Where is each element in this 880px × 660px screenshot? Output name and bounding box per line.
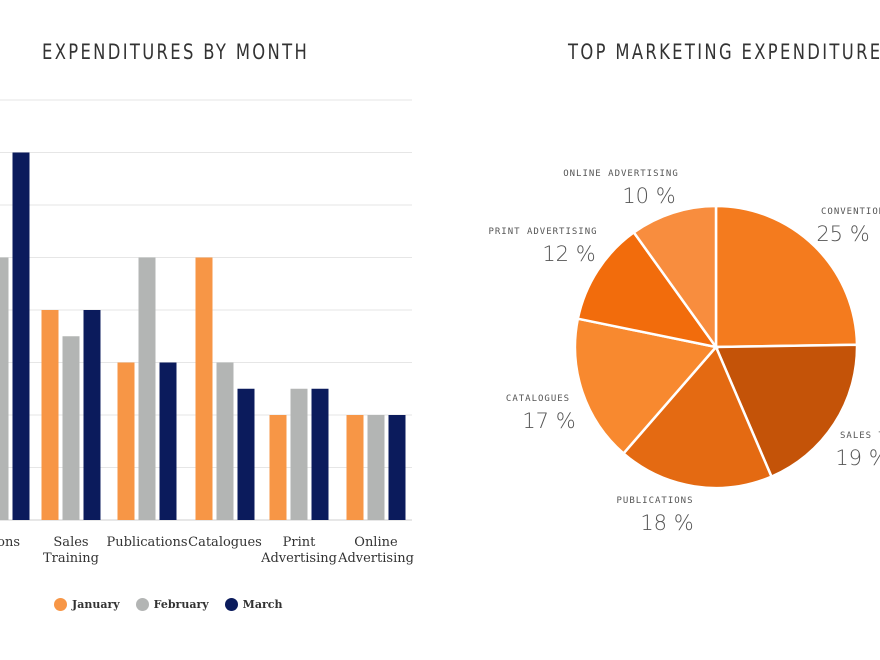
pie-slice-publications bbox=[621, 344, 774, 490]
pie-slice-online-advertising bbox=[632, 204, 718, 351]
pie-slice-label: CATALOGUES bbox=[506, 394, 570, 404]
legend-label: February bbox=[153, 598, 209, 611]
x-tick-label: Advertising bbox=[260, 551, 337, 566]
bar-february-3 bbox=[216, 362, 234, 520]
pie-slice-label: PUBLICATIONS bbox=[616, 496, 693, 506]
x-tick-label: Publications bbox=[106, 535, 187, 550]
pie-slice-value: 12 % bbox=[542, 242, 595, 266]
pie-slice-value: 10 % bbox=[622, 184, 675, 208]
legend-swatch bbox=[54, 598, 67, 611]
pie-slice-label: ONLINE ADVERTISING bbox=[563, 169, 679, 179]
bar-march-2 bbox=[159, 362, 177, 520]
bar-march-1 bbox=[83, 310, 101, 520]
legend-label: January bbox=[72, 598, 120, 611]
x-tick-label: Sales bbox=[53, 535, 88, 550]
pie-slice-value: 17 % bbox=[522, 409, 575, 433]
legend-item-january: January bbox=[54, 598, 120, 611]
pie-slice-conventions bbox=[714, 204, 859, 349]
bar-chart-title: EXPENDITURES BY MONTH bbox=[42, 40, 310, 64]
legend-label: March bbox=[242, 598, 283, 611]
bar-february-1 bbox=[62, 336, 80, 520]
bar-march-0 bbox=[12, 152, 30, 520]
legend-item-march: March bbox=[224, 598, 283, 611]
pie-slice-value: 19 % bbox=[835, 446, 880, 470]
pie-slice-sales-training bbox=[714, 343, 859, 479]
bar-chart-legend: January February March bbox=[54, 598, 282, 611]
bar-march-3 bbox=[237, 388, 255, 520]
x-tick-label: Advertising bbox=[337, 551, 414, 566]
x-tick-label: ations bbox=[0, 535, 20, 550]
pie-slice-print-advertising bbox=[576, 230, 719, 349]
x-tick-label: Online bbox=[354, 535, 398, 550]
pie-slice-label: CONVENTION bbox=[821, 207, 880, 217]
x-tick-label: Training bbox=[43, 551, 99, 566]
pie-slice-value: 25 % bbox=[816, 222, 869, 246]
bar-january-2 bbox=[117, 362, 135, 520]
x-tick-label: Print bbox=[283, 535, 316, 550]
bar-january-3 bbox=[195, 257, 213, 520]
pie-slice-label: SALES T bbox=[840, 431, 880, 441]
legend-swatch bbox=[135, 598, 149, 611]
bar-february-4 bbox=[290, 388, 308, 520]
x-tick-label: Catalogues bbox=[188, 535, 262, 550]
legend-item-february: February bbox=[135, 598, 209, 611]
pie-slice-catalogues bbox=[573, 317, 719, 456]
bar-march-4 bbox=[311, 388, 329, 520]
pie-chart-title: TOP MARKETING EXPENDITURES bbox=[568, 40, 880, 64]
bar-january-1 bbox=[41, 310, 59, 520]
bar-february-5 bbox=[367, 415, 385, 520]
pie-slice-label: PRINT ADVERTISING bbox=[488, 227, 597, 237]
bar-february-0 bbox=[0, 257, 9, 520]
legend-swatch bbox=[224, 598, 238, 611]
bar-march-5 bbox=[388, 415, 406, 520]
pie-slice-value: 18 % bbox=[640, 511, 693, 535]
bar-january-5 bbox=[346, 415, 364, 520]
bar-february-2 bbox=[138, 257, 156, 520]
bar-january-4 bbox=[269, 415, 287, 520]
